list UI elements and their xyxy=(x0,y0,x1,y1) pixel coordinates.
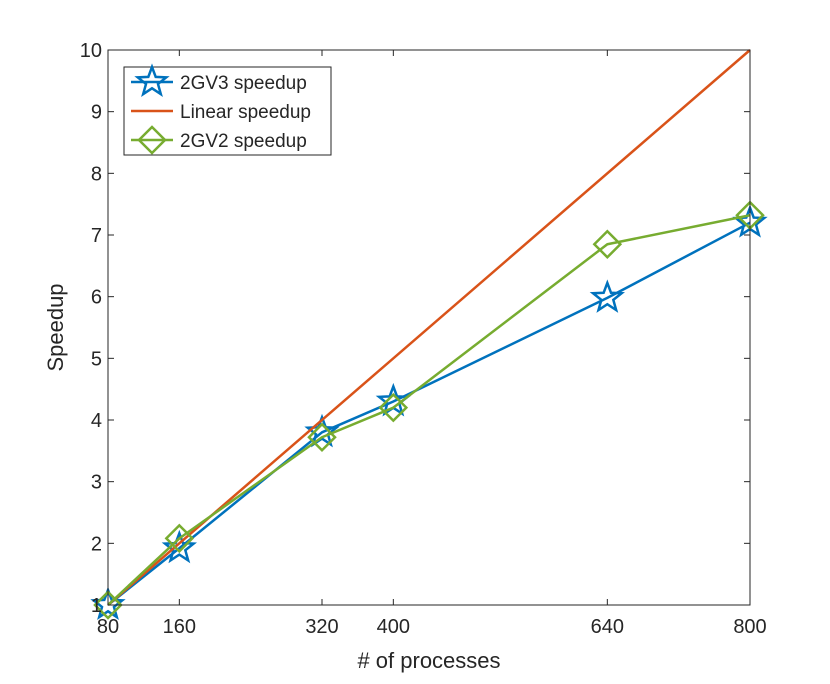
data-point-2gv3-speedup xyxy=(589,279,625,313)
legend-label-2gv3-speedup: 2GV3 speedup xyxy=(180,73,307,94)
y-tick-label: 6 xyxy=(91,287,102,309)
data-point-2gv3-speedup xyxy=(90,586,126,621)
legend-entry-2gv2-speedup: 2GV2 speedup xyxy=(131,125,307,155)
y-tick-label: 3 xyxy=(91,472,102,494)
y-tick-label: 9 xyxy=(91,102,102,124)
axes-layer xyxy=(107,49,751,606)
series-line-2gv3-speedup xyxy=(107,221,751,606)
y-tick-label: 4 xyxy=(91,410,102,432)
legend: 2GV3 speedup Linear speedup 2GV2 speedup xyxy=(123,63,332,156)
legend-entry-linear-speedup: Linear speedup xyxy=(131,102,311,123)
legend-marker-2gv3-speedup xyxy=(134,63,170,98)
data-point-2gv3-speedup xyxy=(161,529,197,564)
legend-label-linear-speedup: Linear speedup xyxy=(180,102,311,123)
x-tick-label: 400 xyxy=(377,616,410,638)
data-point-2gv2-speedup xyxy=(164,523,195,554)
ticks-layer: 1 2 3 4 5 6 7 8 9 10 80 160 320 400 640 800 xyxy=(80,40,767,638)
legend-marker-2gv2-speedup xyxy=(137,125,167,155)
y-tick-label: 1 xyxy=(91,595,102,617)
data-point-2gv2-speedup xyxy=(93,590,123,620)
y-tick-label: 10 xyxy=(80,40,102,62)
legend-entry-2gv3-speedup: 2GV3 speedup xyxy=(131,63,307,98)
data-point-2gv2-speedup xyxy=(378,392,409,423)
y-tick-label: 8 xyxy=(91,163,102,185)
data-point-2gv2-speedup xyxy=(307,422,337,453)
series-line-2gv2-speedup xyxy=(107,214,751,606)
y-tick-label: 5 xyxy=(91,348,102,370)
x-axis-label: # of processes xyxy=(357,648,500,673)
x-tick-label: 80 xyxy=(97,616,119,638)
x-tick-label: 320 xyxy=(305,616,338,638)
x-tick-label: 640 xyxy=(591,616,624,638)
axes-box xyxy=(107,49,751,606)
y-tick-label: 2 xyxy=(91,533,102,555)
series-2gv2-speedup xyxy=(93,200,765,620)
y-tick-label: 7 xyxy=(91,225,102,247)
data-point-2gv2-speedup xyxy=(592,229,623,260)
y-axis-label: Speedup xyxy=(43,283,68,371)
x-tick-label: 800 xyxy=(733,616,766,638)
x-tick-label: 160 xyxy=(163,616,196,638)
legend-label-2gv2-speedup: 2GV2 speedup xyxy=(180,131,307,152)
